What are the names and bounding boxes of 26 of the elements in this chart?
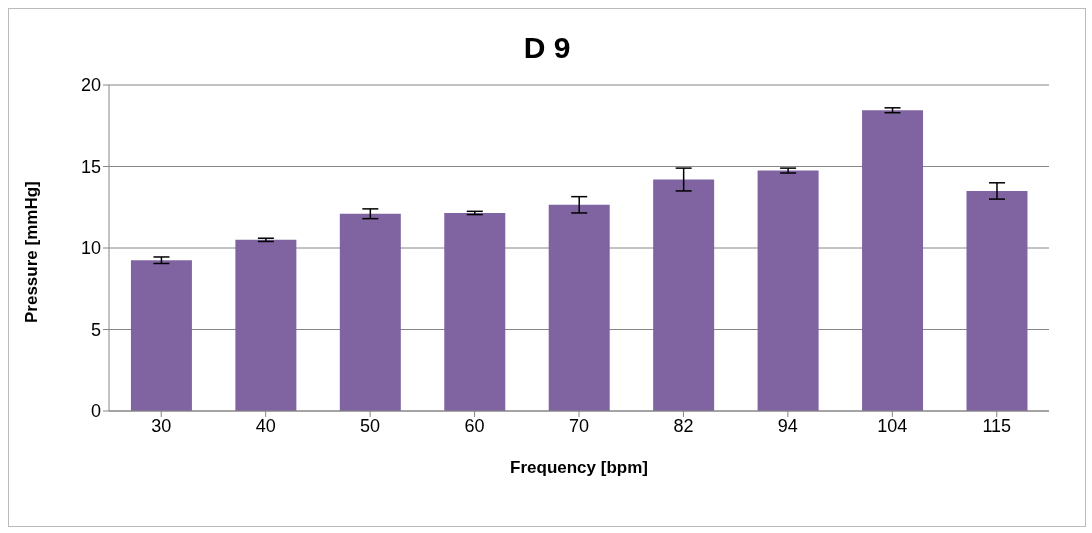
x-tick-label: 115 [982, 415, 1012, 436]
y-tick-label: 0 [90, 401, 101, 422]
bar [862, 110, 924, 411]
y-tick-label: 15 [80, 156, 101, 177]
x-tick-label: 82 [673, 415, 694, 436]
y-axis-title: Pressure [mmHg] [22, 181, 42, 323]
x-axis-title: Frequency [bpm] [510, 458, 648, 477]
x-tick-label: 30 [151, 415, 172, 436]
bar [444, 212, 506, 411]
chart-title: D 9 [522, 31, 572, 66]
y-tick-label: 5 [90, 319, 101, 340]
x-tick-label: 94 [777, 415, 798, 436]
x-tick-label: 70 [568, 415, 590, 436]
x-tick-label: 60 [464, 415, 485, 436]
bar [757, 170, 819, 411]
bar [235, 239, 297, 411]
bar [966, 190, 1028, 411]
bar [130, 260, 192, 411]
x-tick-label: 50 [360, 415, 381, 436]
bar [653, 179, 715, 411]
bar [548, 204, 610, 411]
bar [339, 213, 401, 411]
x-tick-label: 104 [877, 415, 908, 436]
y-tick-label: 10 [80, 238, 101, 259]
y-tick-label: 20 [80, 75, 101, 96]
x-tick-label: 40 [255, 415, 276, 436]
